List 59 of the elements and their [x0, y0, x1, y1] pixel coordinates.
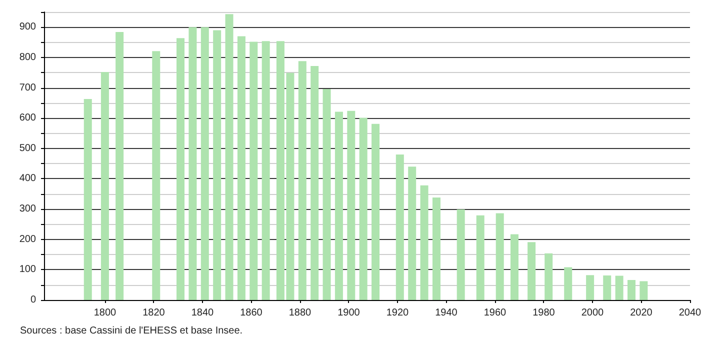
y-tick-label: 700 — [19, 82, 36, 94]
bar — [432, 198, 440, 300]
bar — [640, 281, 648, 300]
bar — [176, 38, 185, 300]
y-tick-label: 800 — [19, 52, 36, 63]
bar — [250, 42, 258, 300]
bar — [544, 253, 553, 300]
bar — [84, 99, 92, 300]
bar — [262, 41, 270, 300]
x-tick-label: 1900 — [338, 308, 360, 318]
y-tick-label: 0 — [30, 294, 36, 306]
bar — [396, 154, 404, 300]
bar — [322, 89, 331, 300]
bar — [586, 275, 594, 300]
bar — [188, 27, 197, 300]
bar — [408, 166, 416, 300]
y-tick-label: 300 — [19, 204, 36, 215]
bar — [496, 213, 504, 300]
source-note: Sources : base Cassini de l'EHESS et base Insee. — [20, 326, 243, 336]
x-tick-label: 2000 — [581, 308, 604, 318]
bar — [510, 234, 518, 300]
bar — [310, 66, 319, 300]
bar — [152, 51, 160, 300]
x-tick-label: 1840 — [191, 308, 214, 318]
bar — [100, 72, 109, 300]
y-tick-label: 200 — [19, 234, 36, 245]
bar — [347, 110, 356, 300]
bar — [237, 36, 246, 300]
y-tick-label: 400 — [19, 173, 36, 184]
bar — [456, 209, 465, 300]
bar — [116, 32, 124, 300]
y-tick-label: 100 — [19, 264, 36, 276]
y-tick-label: 900 — [19, 22, 36, 33]
bar — [213, 30, 222, 300]
bar — [298, 61, 306, 300]
x-tick-label: 1820 — [142, 308, 166, 318]
bar — [564, 267, 572, 300]
bar — [225, 14, 234, 300]
y-tick-label: 600 — [19, 112, 36, 124]
x-tick-label: 2020 — [630, 308, 653, 318]
bar — [528, 242, 536, 300]
bar — [200, 27, 209, 300]
x-tick-label: 1960 — [484, 308, 507, 318]
bar — [615, 276, 624, 300]
bar — [359, 118, 368, 300]
x-tick-label: 2040 — [678, 308, 702, 318]
bar — [627, 280, 636, 300]
x-tick-label: 1880 — [288, 308, 312, 318]
x-tick-label: 1800 — [94, 308, 117, 318]
bar — [334, 112, 343, 300]
x-tick-label: 1980 — [532, 308, 556, 318]
bar — [420, 185, 428, 300]
x-tick-label: 1860 — [240, 308, 263, 318]
x-tick-label: 1940 — [435, 308, 458, 318]
bar — [603, 275, 612, 300]
bar — [372, 124, 380, 300]
bar — [476, 215, 484, 300]
x-tick-label: 1920 — [386, 308, 410, 318]
y-tick-label: 500 — [19, 142, 36, 154]
